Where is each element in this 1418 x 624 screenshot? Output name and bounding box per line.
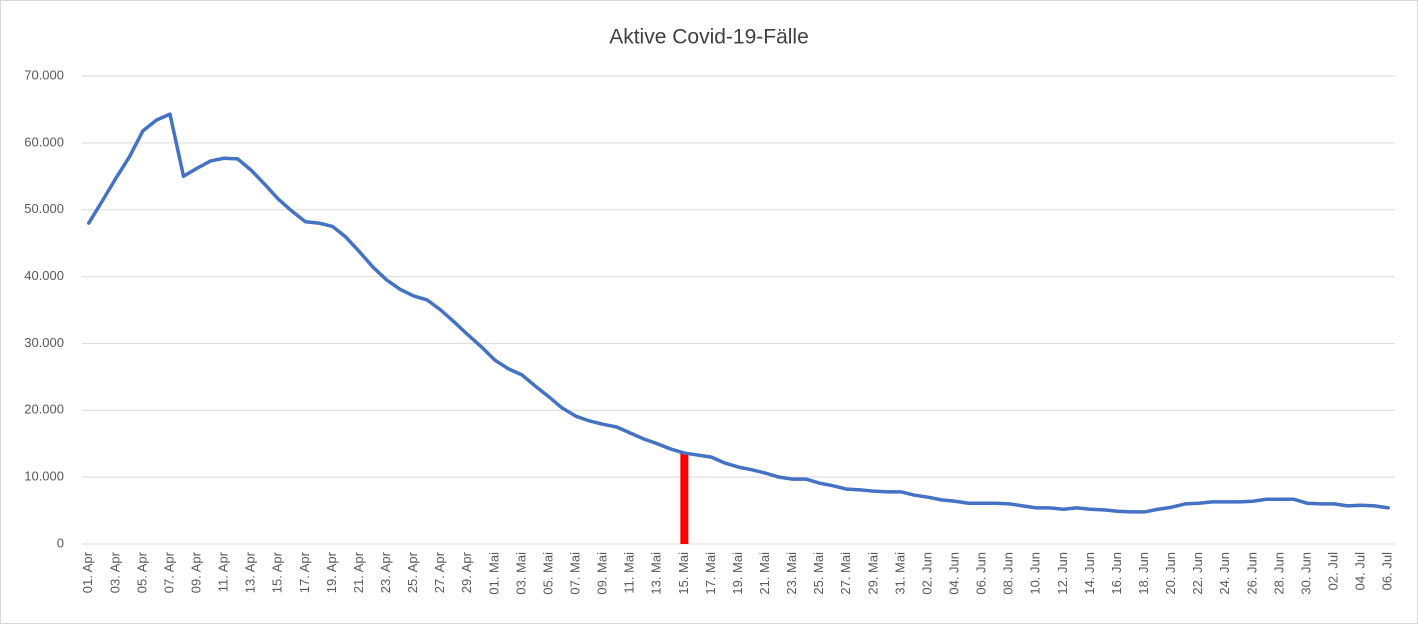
x-tick-label: 10. Jun bbox=[1028, 552, 1043, 595]
x-tick-label: 01. Mai bbox=[486, 552, 501, 595]
y-tick-label: 0 bbox=[57, 535, 64, 550]
x-tick-label: 14. Jun bbox=[1082, 552, 1097, 595]
x-tick-label: 15. Mai bbox=[676, 552, 691, 595]
x-tick-label: 17. Mai bbox=[703, 552, 718, 595]
x-tick-label: 22. Jun bbox=[1190, 552, 1205, 595]
x-tick-label: 27. Apr bbox=[432, 551, 447, 593]
x-tick-label: 26. Jun bbox=[1244, 552, 1259, 595]
x-tick-label: 07. Mai bbox=[568, 552, 583, 595]
x-tick-label: 13. Mai bbox=[649, 552, 664, 595]
x-tick-label: 29. Mai bbox=[865, 552, 880, 595]
x-tick-label: 03. Mai bbox=[513, 552, 528, 595]
x-tick-label: 18. Jun bbox=[1136, 552, 1151, 595]
x-tick-label: 03. Apr bbox=[107, 551, 122, 593]
x-tick-label: 31. Mai bbox=[892, 552, 907, 595]
x-tick-label: 19. Apr bbox=[324, 551, 339, 593]
x-tick-label: 05. Mai bbox=[540, 552, 555, 595]
y-tick-label: 50.000 bbox=[24, 201, 64, 216]
x-tick-label: 21. Mai bbox=[757, 552, 772, 595]
y-tick-label: 30.000 bbox=[24, 335, 64, 350]
x-tick-label: 23. Apr bbox=[378, 551, 393, 593]
x-tick-label: 06. Jul bbox=[1380, 552, 1395, 590]
x-tick-label: 19. Mai bbox=[730, 552, 745, 595]
x-tick-label: 17. Apr bbox=[297, 551, 312, 593]
chart-title: Aktive Covid-19-Fälle bbox=[609, 26, 809, 49]
x-tick-label: 16. Jun bbox=[1109, 552, 1124, 595]
y-tick-label: 70.000 bbox=[24, 67, 64, 82]
x-tick-label: 06. Jun bbox=[974, 552, 989, 595]
x-tick-label: 30. Jun bbox=[1298, 552, 1313, 595]
x-tick-label: 04. Jun bbox=[947, 552, 962, 595]
x-tick-label: 02. Jul bbox=[1326, 552, 1341, 590]
x-tick-label: 28. Jun bbox=[1271, 552, 1286, 595]
y-tick-label: 10.000 bbox=[24, 469, 64, 484]
bar bbox=[680, 453, 689, 544]
x-tick-label: 04. Jul bbox=[1353, 552, 1368, 590]
x-tick-label: 29. Apr bbox=[459, 551, 474, 593]
x-tick-label: 13. Apr bbox=[243, 551, 258, 593]
x-tick-label: 08. Jun bbox=[1001, 552, 1016, 595]
y-tick-label: 20.000 bbox=[24, 402, 64, 417]
x-tick-label: 01. Apr bbox=[80, 551, 95, 593]
x-tick-label: 09. Apr bbox=[188, 551, 203, 593]
x-tick-label: 02. Jun bbox=[919, 552, 934, 595]
x-tick-label: 23. Mai bbox=[784, 552, 799, 595]
x-tick-label: 24. Jun bbox=[1217, 552, 1232, 595]
y-tick-label: 60.000 bbox=[24, 134, 64, 149]
x-tick-label: 25. Apr bbox=[405, 551, 420, 593]
x-tick-label: 27. Mai bbox=[838, 552, 853, 595]
x-tick-label: 11. Apr bbox=[216, 551, 231, 592]
y-tick-label: 40.000 bbox=[24, 268, 64, 283]
x-tick-label: 09. Mai bbox=[595, 552, 610, 595]
x-tick-label: 12. Jun bbox=[1055, 552, 1070, 595]
line bbox=[87, 112, 1390, 514]
x-tick-label: 07. Apr bbox=[161, 551, 176, 593]
x-tick-label: 25. Mai bbox=[811, 552, 826, 595]
x-tick-label: 15. Apr bbox=[270, 551, 285, 593]
x-tick-label: 11. Mai bbox=[622, 552, 637, 594]
x-tick-label: 20. Jun bbox=[1163, 552, 1178, 595]
x-tick-label: 21. Apr bbox=[351, 551, 366, 593]
x-tick-label: 05. Apr bbox=[134, 551, 149, 593]
